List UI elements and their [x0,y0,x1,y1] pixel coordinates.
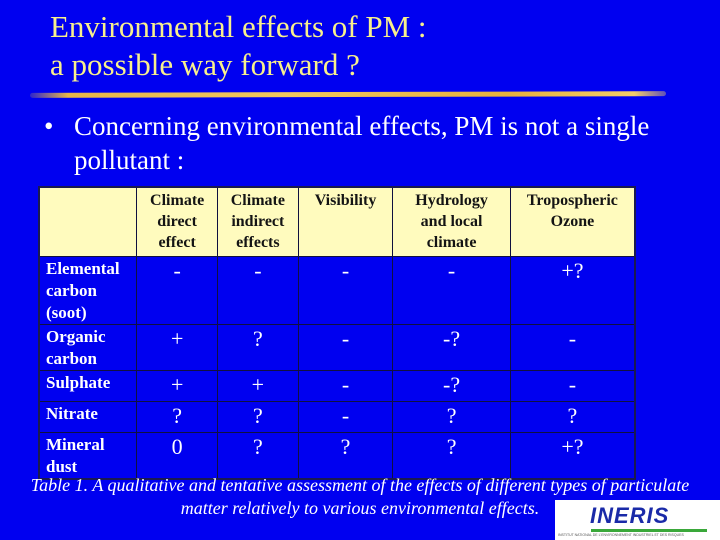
table-header-row: Climate direct effect Climate indirect e… [38,186,636,257]
bullet-icon: • [44,111,54,141]
table-row: Organic carbon + ? - -? - [38,324,636,371]
table-cell: ? [217,432,299,480]
table-cell: ? [509,401,636,433]
row-label-sulphate: Sulphate [38,370,138,402]
table-cell: - [509,370,636,402]
row-label-elemental-carbon: Elemental carbon (soot) [38,256,138,325]
pm-effects-table: Climate direct effect Climate indirect e… [38,186,636,480]
table-cell: - [297,401,394,433]
bullet-text: Concerning environmental effects, PM is … [74,111,650,175]
table-cell: - [509,324,636,371]
table-row: Nitrate ? ? - ? ? [38,401,636,433]
caption-line-1: Table 1. A qualitative and tentative ass… [30,475,690,495]
table-cell: ? [136,401,218,433]
table-cell: ? [217,324,299,371]
table-cell: - [297,324,394,371]
row-label-organic-carbon: Organic carbon [38,324,138,371]
table-cell: - [297,370,394,402]
header-hydrology: Hydrology and local climate [392,186,511,257]
ineris-logo: INERIS INSTITUT NATIONAL DE L'ENVIRONNEM… [555,500,720,540]
table-caption: Table 1. A qualitative and tentative ass… [0,474,720,520]
logo-tagline: INSTITUT NATIONAL DE L'ENVIRONNEMENT IND… [558,533,684,537]
table-cell: -? [392,370,511,402]
title-line-2: a possible way forward ? [50,47,360,82]
table-cell: + [136,370,218,402]
table-cell: - [392,256,511,325]
logo-green-bar [591,529,707,532]
table-cell: ? [392,401,511,433]
table-cell: - [217,256,299,325]
row-label-nitrate: Nitrate [38,401,138,433]
table-row: Sulphate + + - -? - [38,370,636,402]
table-cell: +? [509,256,636,325]
title-line-1: Environmental effects of PM : [50,9,427,44]
table-cell: + [217,370,299,402]
table-cell: -? [392,324,511,371]
header-visibility: Visibility [297,186,394,257]
caption-line-2: matter relatively to various environment… [180,498,540,518]
header-corner-cell [38,186,138,257]
table-cell: 0 [136,432,218,480]
table-cell: ? [297,432,394,480]
title-underline-divider [30,91,666,98]
header-climate-direct: Climate direct effect [136,186,218,257]
bullet-point: • Concerning environmental effects, PM i… [44,109,674,177]
table-cell: + [136,324,218,371]
table-cell: ? [392,432,511,480]
table-row: Elemental carbon (soot) - - - - +? [38,256,636,325]
slide-title: Environmental effects of PM : a possible… [50,8,427,84]
table-cell: ? [217,401,299,433]
row-label-mineral-dust: Mineral dust [38,432,138,480]
table-row: Mineral dust 0 ? ? ? +? [38,432,636,480]
header-tropospheric-ozone: Tropospheric Ozone [509,186,636,257]
logo-wordmark: INERIS [590,503,670,528]
table-cell: +? [509,432,636,480]
table-cell: - [136,256,218,325]
table-cell: - [297,256,394,325]
header-climate-indirect: Climate indirect effects [217,186,299,257]
